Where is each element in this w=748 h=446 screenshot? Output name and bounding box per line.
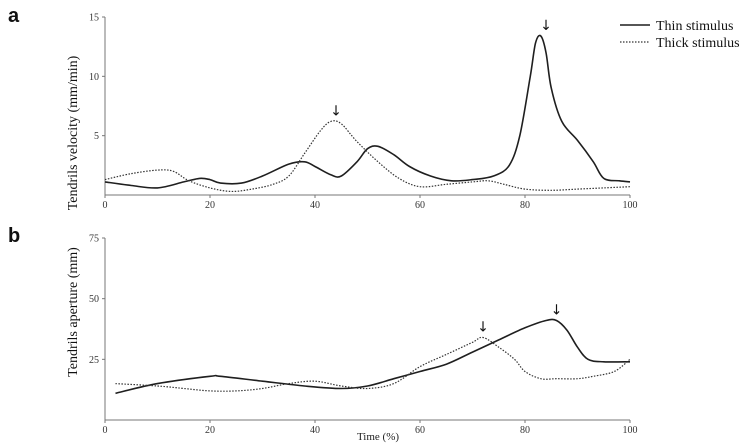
x-tick-label: 100 <box>623 200 638 211</box>
y-tick-label: 75 <box>89 234 99 245</box>
legend-label-thin: Thin stimulus <box>656 19 733 34</box>
thin-stimulus-line <box>115 318 631 395</box>
peak-arrow-icon: ↓ <box>477 319 489 335</box>
x-tick-label: 0 <box>103 200 108 211</box>
aperture-chart: 0 20 40 60 80 100 25 50 75 ↓ ↓ <box>89 234 638 437</box>
x-tick-label: 20 <box>205 425 215 436</box>
y-tick-label: 5 <box>94 131 99 142</box>
x-tick-label: 60 <box>415 425 425 436</box>
x-tick-label: 0 <box>103 425 108 436</box>
thick-stimulus-line <box>115 336 631 392</box>
x-tick-label: 100 <box>623 425 638 436</box>
thick-stimulus-line <box>104 120 631 193</box>
thin-stimulus-line <box>104 34 631 189</box>
y-axis-label-aperture: Tendrils aperture (mm) <box>66 247 81 377</box>
panel-b-label: b <box>8 225 20 247</box>
x-tick-label: 80 <box>520 425 530 436</box>
x-tick-label: 40 <box>310 425 320 436</box>
panel-b: b 0 20 40 60 80 100 25 50 75 ↓ ↓ Tendrils aperture… <box>8 225 638 443</box>
x-tick-label: 60 <box>415 200 425 211</box>
y-axis-label-velocity: Tendrils velocity (mm/min) <box>66 55 81 210</box>
peak-arrow-icon: ↓ <box>540 18 552 34</box>
peak-arrow-icon: ↓ <box>551 303 563 319</box>
x-tick-label: 40 <box>310 200 320 211</box>
y-tick-label: 15 <box>89 13 99 24</box>
y-tick-label: 50 <box>89 294 99 305</box>
x-tick-label: 20 <box>205 200 215 211</box>
peak-arrow-icon: ↓ <box>330 103 342 119</box>
panel-a-label: a <box>8 5 20 27</box>
velocity-chart: 0 20 40 60 80 100 5 10 15 ↓ ↓ <box>89 13 638 212</box>
legend: Thin stimulus Thick stimulus <box>620 19 740 51</box>
x-tick-label: 80 <box>520 200 530 211</box>
y-tick-label: 10 <box>89 72 99 83</box>
y-tick-label: 25 <box>89 355 99 366</box>
x-axis-label-time: Time (%) <box>357 431 399 443</box>
panel-a: a 0 20 40 60 80 100 5 10 15 ↓ ↓ Tendrils velocity … <box>8 5 740 211</box>
legend-label-thick: Thick stimulus <box>656 36 740 51</box>
